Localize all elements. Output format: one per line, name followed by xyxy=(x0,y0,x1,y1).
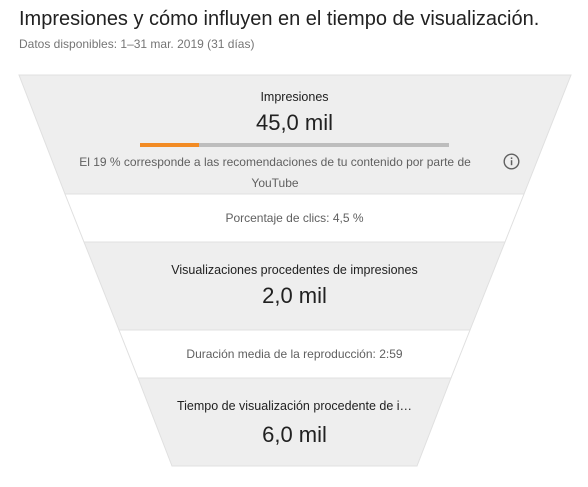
info-icon[interactable] xyxy=(503,153,520,170)
views-from-impressions-label: Visualizaciones procedentes de impresion… xyxy=(171,263,418,277)
impressions-label: Impresiones xyxy=(260,90,329,104)
page-title: Impresiones y cómo influyen en el tiempo… xyxy=(19,8,540,30)
funnel-band-watch-time xyxy=(137,377,452,467)
recommendation-share-bar xyxy=(140,143,199,147)
impressions-value: 45,0 mil xyxy=(255,110,334,135)
watch-time-value: 6,0 mil xyxy=(262,422,327,447)
watch-time-label: Tiempo de visualización procedente de i… xyxy=(176,399,413,413)
ctr-label: Porcentaje de clics: 4,5 % xyxy=(225,211,364,225)
date-range-text: Datos disponibles: 1–31 mar. 2019 (31 dí… xyxy=(19,37,255,51)
views-from-impressions-value: 2,0 mil xyxy=(262,283,327,308)
avg-view-duration-label: Duración media de la reproducción: 2:59 xyxy=(186,347,403,361)
recommendation-note: El 19 % corresponde a las recomendacione… xyxy=(79,155,471,190)
recommendation-share-track xyxy=(199,143,449,147)
